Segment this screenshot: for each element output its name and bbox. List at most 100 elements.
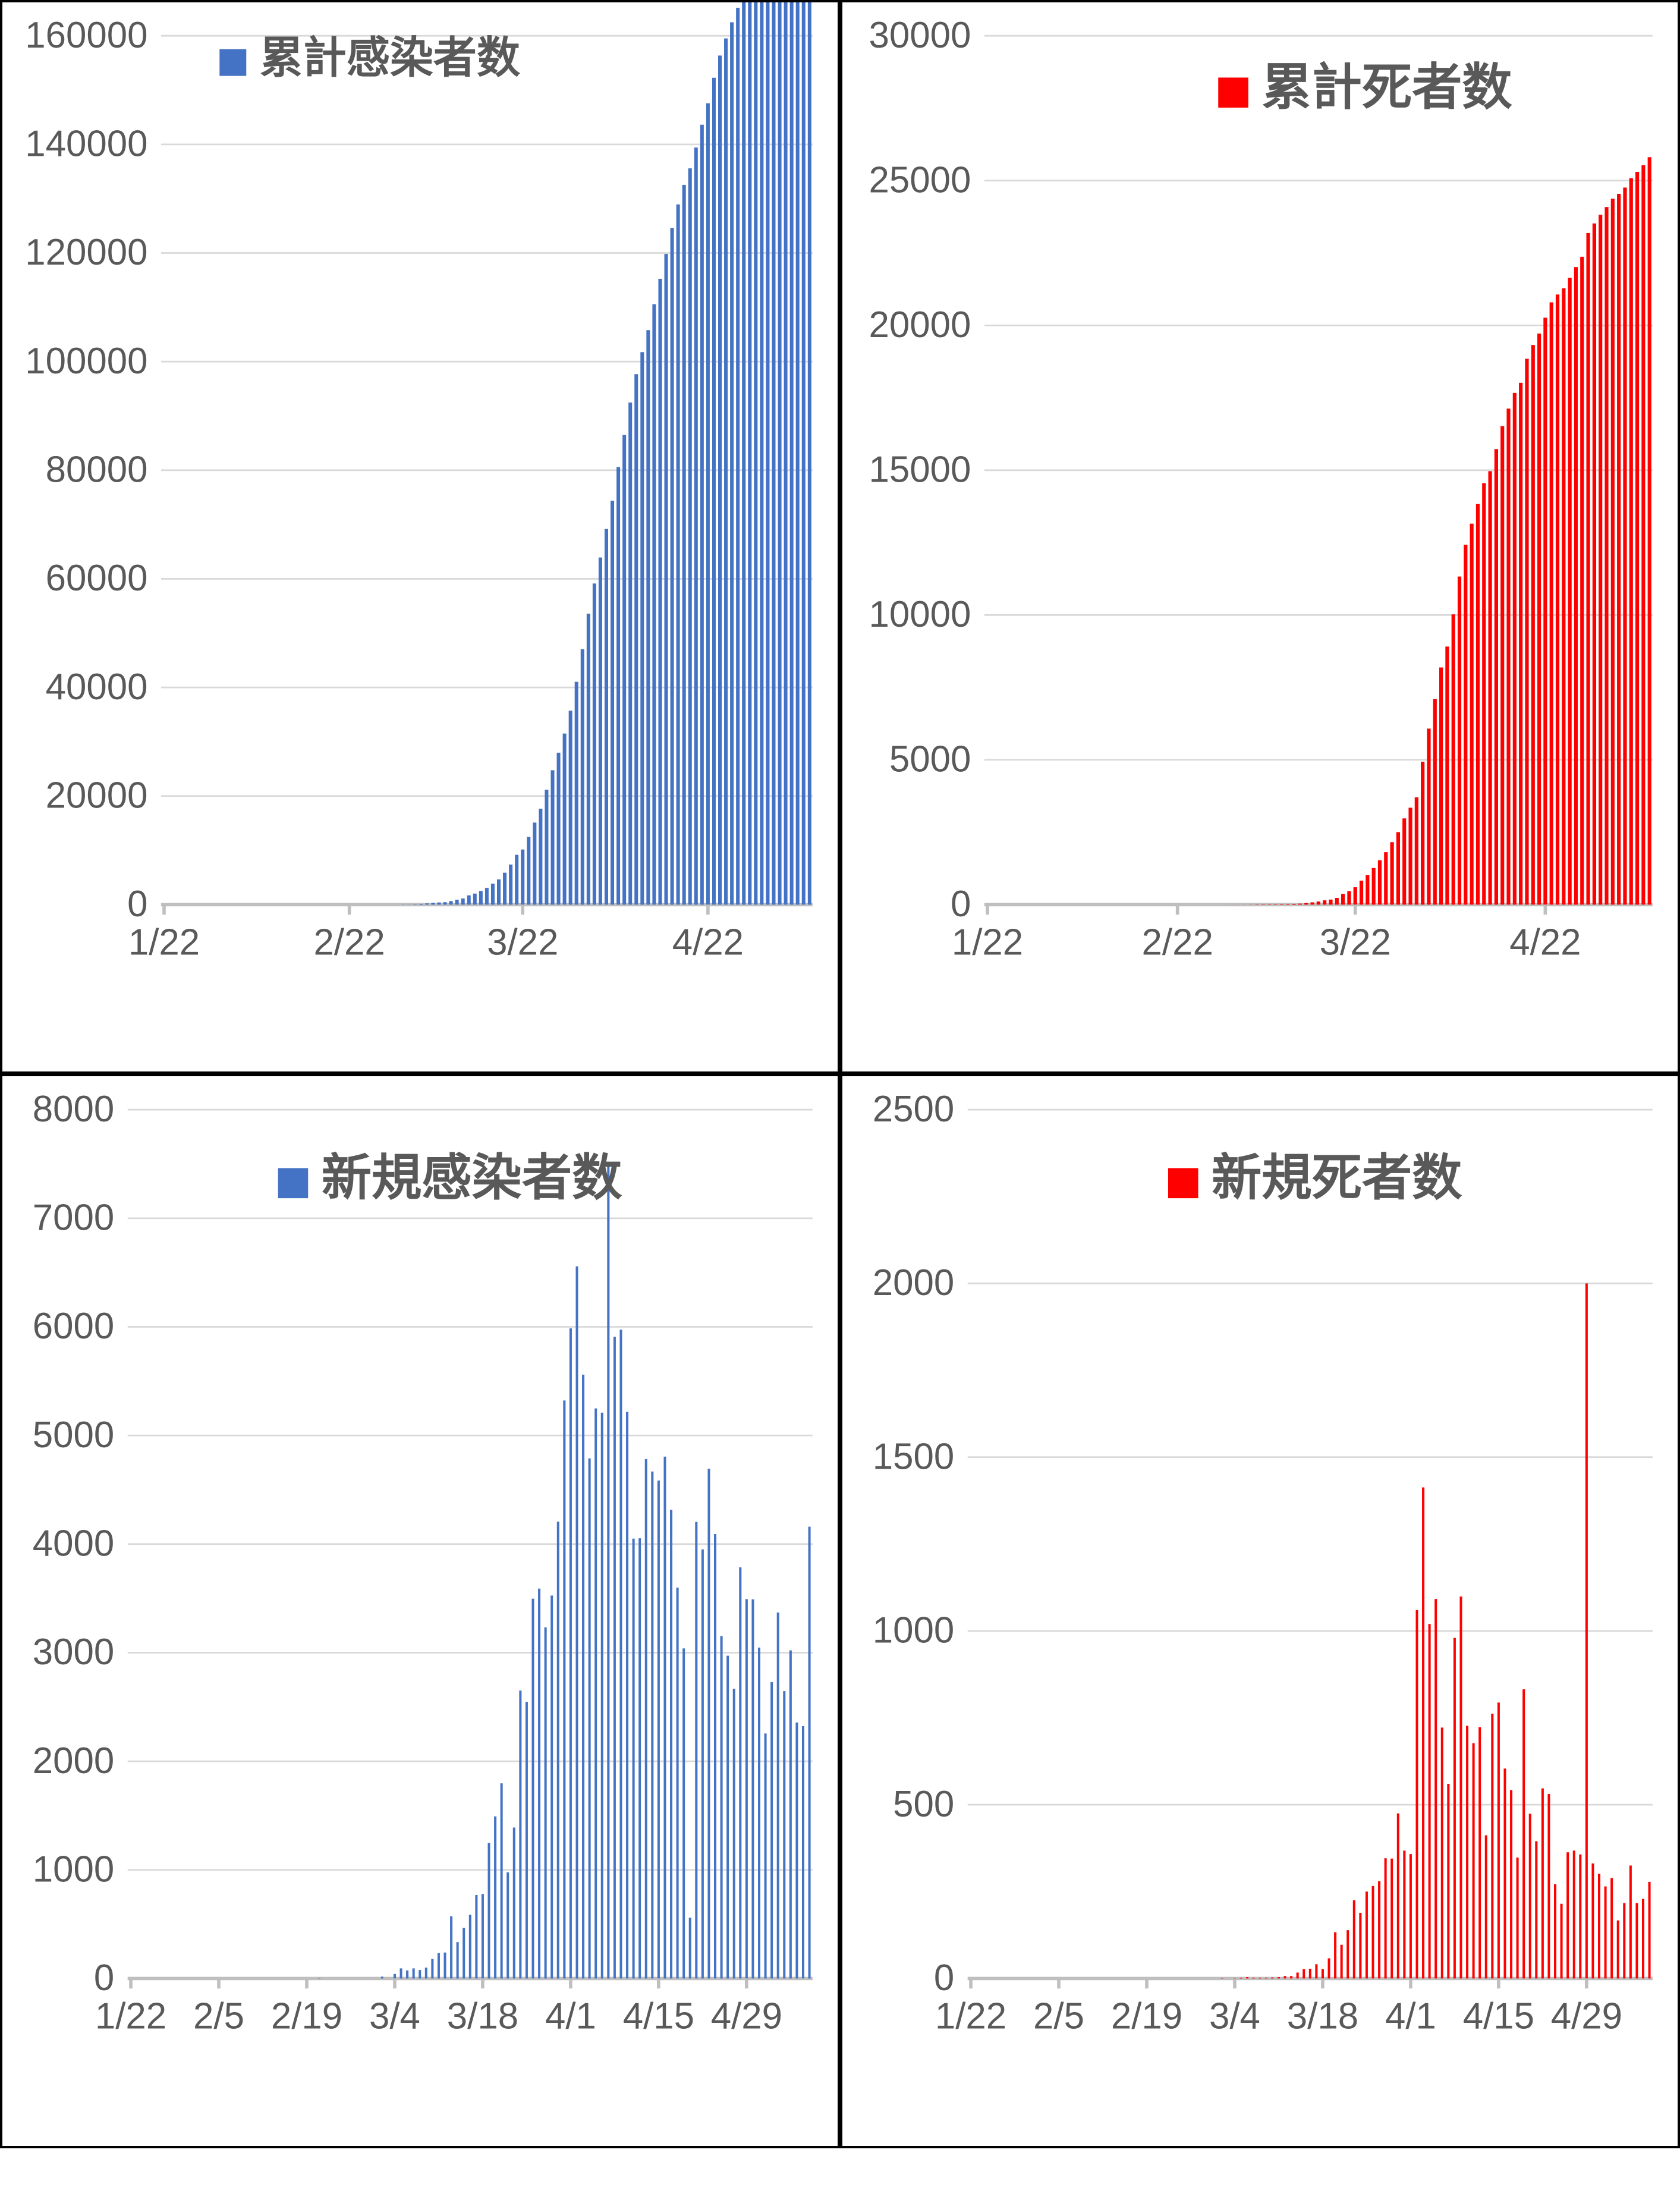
x-tick-label: 4/29 bbox=[711, 1996, 782, 2037]
bar bbox=[742, 2, 745, 904]
bar bbox=[1323, 900, 1326, 904]
bar bbox=[1554, 1884, 1556, 1978]
x-tick-label: 4/22 bbox=[672, 922, 744, 963]
bar bbox=[1519, 383, 1522, 905]
bar bbox=[1506, 408, 1510, 904]
bar bbox=[1303, 1969, 1305, 1979]
bar bbox=[651, 1472, 653, 1979]
y-tick-label: 5000 bbox=[889, 739, 971, 780]
bar bbox=[513, 1828, 515, 1979]
bar bbox=[1341, 894, 1345, 905]
bar bbox=[1642, 1899, 1644, 1979]
y-tick-label: 7000 bbox=[33, 1198, 114, 1239]
bar bbox=[1586, 233, 1590, 905]
x-tick-label: 1/22 bbox=[935, 1996, 1006, 2037]
bar bbox=[1390, 842, 1393, 904]
x-tick-label: 2/5 bbox=[193, 1996, 244, 2037]
bar bbox=[1280, 904, 1283, 905]
bar bbox=[1580, 257, 1584, 905]
y-tick-label: 0 bbox=[951, 884, 971, 925]
x-tick-label: 4/1 bbox=[545, 1996, 596, 2037]
bar bbox=[802, 1726, 804, 1978]
bar bbox=[748, 2, 751, 904]
bar bbox=[400, 1969, 402, 1979]
x-tick-label: 3/22 bbox=[1320, 922, 1391, 963]
bar bbox=[593, 583, 596, 904]
y-tick-label: 60000 bbox=[46, 558, 148, 599]
bar bbox=[1378, 1881, 1380, 1979]
bar bbox=[1347, 891, 1351, 905]
bar bbox=[663, 1457, 666, 1979]
y-tick-label: 1000 bbox=[33, 1849, 114, 1890]
bar bbox=[1439, 668, 1443, 905]
bar bbox=[1328, 1959, 1330, 1979]
bar bbox=[539, 809, 542, 904]
bar bbox=[760, 2, 763, 904]
bar bbox=[657, 1481, 660, 1978]
bar bbox=[1478, 1727, 1481, 1979]
bar bbox=[718, 55, 722, 904]
bar bbox=[626, 1412, 628, 1979]
bar bbox=[770, 1682, 773, 1978]
bar bbox=[1397, 1814, 1399, 1979]
bar bbox=[575, 682, 578, 905]
panel-new-cases: 0100020003000400050006000700080001/222/5… bbox=[2, 1076, 838, 2145]
bar bbox=[671, 228, 674, 904]
bar bbox=[497, 879, 501, 904]
bar bbox=[1454, 1638, 1456, 1979]
bar bbox=[1605, 207, 1608, 904]
charts-grid: 0200004000060000800001000001200001400001… bbox=[0, 0, 1680, 2148]
bar bbox=[730, 22, 734, 904]
bar bbox=[1434, 1599, 1437, 1979]
bar bbox=[707, 1469, 710, 1978]
panel-cumulative-deaths: 0500010000150002000025000300001/222/223/… bbox=[842, 2, 1678, 1071]
bar bbox=[1562, 288, 1565, 905]
bar bbox=[599, 558, 602, 905]
bar bbox=[783, 1691, 785, 1978]
bar bbox=[1422, 1488, 1424, 1979]
y-tick-label: 1500 bbox=[873, 1437, 954, 1478]
y-tick-label: 6000 bbox=[33, 1306, 114, 1347]
bar bbox=[645, 1459, 647, 1978]
bar bbox=[1593, 224, 1596, 905]
bar bbox=[778, 2, 782, 904]
bar bbox=[1410, 1855, 1412, 1979]
bar bbox=[733, 1689, 735, 1979]
bar bbox=[688, 168, 692, 904]
y-tick-label: 20000 bbox=[869, 304, 971, 345]
bar bbox=[485, 888, 489, 904]
bar bbox=[766, 2, 769, 904]
legend-label: 新規死者数 bbox=[1212, 1150, 1462, 1206]
bar bbox=[1561, 1904, 1563, 1979]
bar bbox=[754, 2, 757, 904]
bar bbox=[1495, 449, 1498, 904]
bar bbox=[550, 770, 554, 904]
bar bbox=[1329, 900, 1332, 905]
y-tick-label: 40000 bbox=[46, 667, 148, 708]
bar bbox=[394, 1974, 396, 1979]
bar bbox=[475, 1895, 477, 1978]
bar bbox=[443, 902, 447, 904]
bar bbox=[665, 254, 668, 904]
bar bbox=[682, 185, 686, 904]
bar bbox=[463, 1928, 465, 1979]
bar bbox=[1421, 762, 1424, 904]
bar bbox=[509, 865, 512, 904]
bar bbox=[594, 1409, 597, 1979]
bar bbox=[739, 1567, 741, 1979]
bar bbox=[569, 711, 572, 904]
bar bbox=[1265, 1978, 1267, 1979]
bar bbox=[745, 1599, 748, 1979]
bar bbox=[538, 1589, 540, 1979]
bar bbox=[1459, 1597, 1462, 1978]
bar bbox=[605, 529, 608, 905]
bar bbox=[802, 2, 806, 904]
bar bbox=[628, 403, 632, 904]
bar bbox=[1522, 1689, 1525, 1978]
bar bbox=[1547, 1794, 1550, 1978]
bar bbox=[431, 1959, 433, 1979]
bar bbox=[479, 891, 483, 905]
y-tick-label: 8000 bbox=[33, 1089, 114, 1130]
bar bbox=[1304, 903, 1308, 905]
bar bbox=[1537, 334, 1541, 904]
